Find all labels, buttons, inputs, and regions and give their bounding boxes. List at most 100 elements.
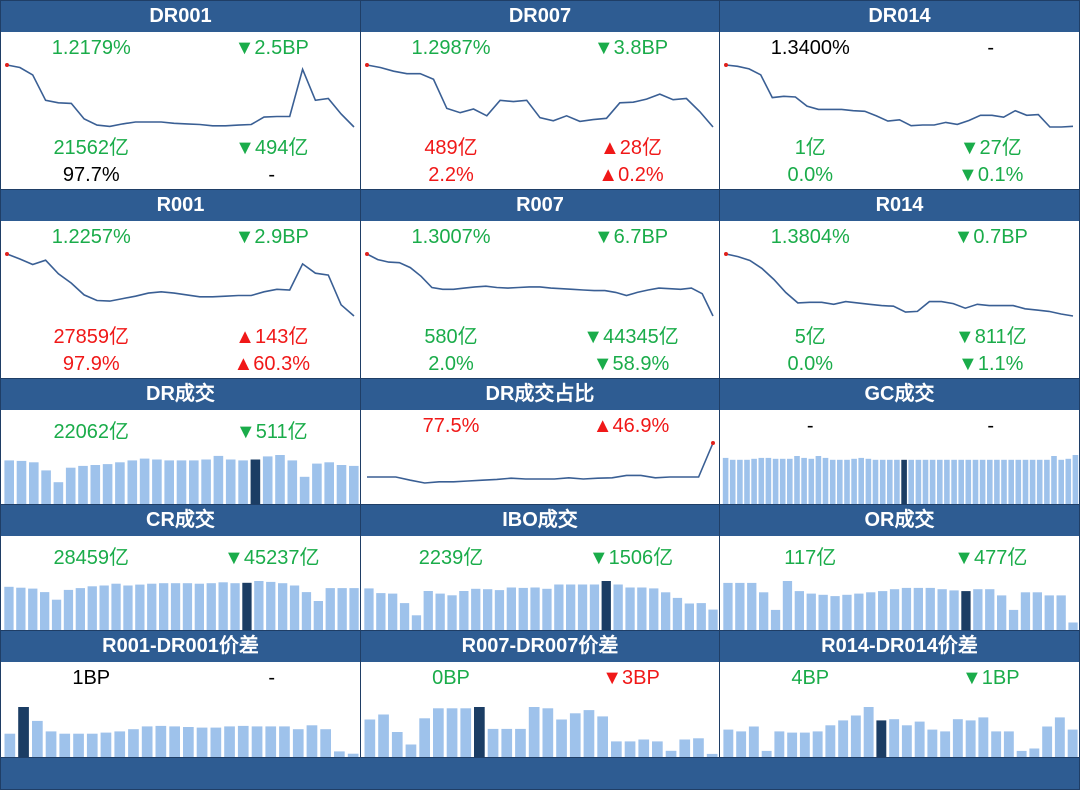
volume-bar xyxy=(41,470,51,504)
panel-12: R001-DR001价差 1BP - xyxy=(0,630,361,758)
volume-bar xyxy=(556,719,567,757)
series-line xyxy=(367,442,714,484)
footer-bar xyxy=(0,757,1080,790)
volume-bar xyxy=(224,726,235,757)
volume-bar xyxy=(913,587,923,630)
value-label: 2.0% xyxy=(428,353,474,375)
volume-bar xyxy=(278,583,288,630)
volume-bar xyxy=(1008,609,1019,630)
volume-bar xyxy=(842,594,852,630)
volume-bar xyxy=(951,459,957,504)
volume-bar xyxy=(251,726,263,757)
volume-bar xyxy=(123,585,133,630)
volume-bar xyxy=(459,591,469,630)
volume-bar xyxy=(672,597,683,630)
sparkline-chart xyxy=(365,63,714,128)
volume-bar xyxy=(376,593,386,630)
volume-bar xyxy=(706,753,718,757)
volume-bar xyxy=(262,456,273,504)
panel-title: R007-DR007价差 xyxy=(361,631,719,662)
volume-bar xyxy=(471,588,481,630)
change-label: - xyxy=(268,667,276,689)
change-label: ▼0.1% xyxy=(958,164,1024,186)
volume-bar xyxy=(542,588,552,630)
volume-bar xyxy=(889,719,900,757)
volume-bar xyxy=(901,725,912,757)
volume-bar xyxy=(411,615,422,630)
volume-bar xyxy=(1020,592,1031,630)
volume-bar xyxy=(114,731,126,757)
volume-bar xyxy=(929,459,936,504)
volume-bar xyxy=(879,459,886,504)
change-label: ▼511亿 xyxy=(235,421,308,443)
value-label: - xyxy=(806,415,814,437)
panel-1: DR007 1.2987% ▼3.8BP 489亿 ▲28亿 2.2% ▲0.2% xyxy=(360,0,720,190)
panel-9: CR成交 28459亿 ▼45237亿 xyxy=(0,504,361,631)
end-marker xyxy=(5,63,9,67)
volume-bar xyxy=(1068,622,1078,630)
volume-bar xyxy=(774,731,785,757)
volume-bar xyxy=(102,464,113,504)
volume-bar xyxy=(1072,455,1079,504)
volume-bar xyxy=(944,459,950,504)
volume-bar xyxy=(506,587,516,630)
panel-title: GC成交 xyxy=(720,379,1079,410)
change-label: ▼0.7BP xyxy=(953,226,1028,248)
volume-bar xyxy=(761,750,772,757)
volume-bar xyxy=(337,588,347,630)
change-label: ▼44345亿 xyxy=(583,326,679,348)
volume-bar xyxy=(152,459,162,504)
volume-bar xyxy=(997,595,1007,630)
volume-bar xyxy=(100,732,112,757)
volume-bar xyxy=(794,591,804,630)
volume-bar xyxy=(51,599,62,630)
sparkline-chart xyxy=(364,581,718,630)
sparkline-chart xyxy=(365,252,714,317)
volume-bar xyxy=(838,720,849,757)
volume-bar xyxy=(196,727,208,757)
sparkline-chart xyxy=(364,707,718,757)
volume-bar xyxy=(1001,459,1007,504)
value-label: 5亿 xyxy=(794,326,826,348)
change-label: ▼1506亿 xyxy=(588,547,674,569)
value-label: 4BP xyxy=(791,667,830,689)
change-label: - xyxy=(268,164,276,186)
value-label: 1.2257% xyxy=(51,226,131,248)
value-label: 0.0% xyxy=(787,164,834,186)
volume-bar xyxy=(63,589,74,630)
volume-bar xyxy=(1044,595,1054,630)
volume-bar xyxy=(927,729,938,757)
volume-bar xyxy=(324,462,334,504)
volume-bar xyxy=(16,460,27,504)
volume-bar xyxy=(147,583,157,630)
volume-bar xyxy=(433,708,444,757)
volume-bar xyxy=(447,595,457,630)
volume-bar xyxy=(684,603,694,630)
volume-bar xyxy=(254,581,264,630)
end-marker xyxy=(365,63,369,67)
volume-bar xyxy=(751,458,757,504)
volume-bar xyxy=(887,459,893,504)
volume-bar xyxy=(772,458,779,504)
volume-bar xyxy=(665,750,677,757)
value-label: 1亿 xyxy=(794,137,826,159)
volume-bar xyxy=(985,589,995,630)
volume-bar xyxy=(872,459,879,504)
volume-bar xyxy=(569,713,581,757)
volume-bar xyxy=(818,594,828,630)
volume-bar xyxy=(75,588,85,630)
sparkline-chart xyxy=(5,63,355,128)
volume-bar xyxy=(940,731,951,757)
volume-bar xyxy=(735,582,745,630)
panel-7: DR成交占比 77.5% ▲46.9% xyxy=(360,378,720,505)
volume-bar xyxy=(135,584,145,630)
volume-bar xyxy=(238,460,248,504)
change-label: ▼2.5BP xyxy=(234,37,309,59)
volume-bar xyxy=(59,733,71,757)
volume-bar xyxy=(213,455,224,504)
volume-bar xyxy=(961,591,971,630)
sparkline-chart xyxy=(724,63,1074,128)
volume-bar xyxy=(1016,750,1027,757)
volume-bar xyxy=(799,732,810,757)
panel-title: CR成交 xyxy=(1,505,360,536)
